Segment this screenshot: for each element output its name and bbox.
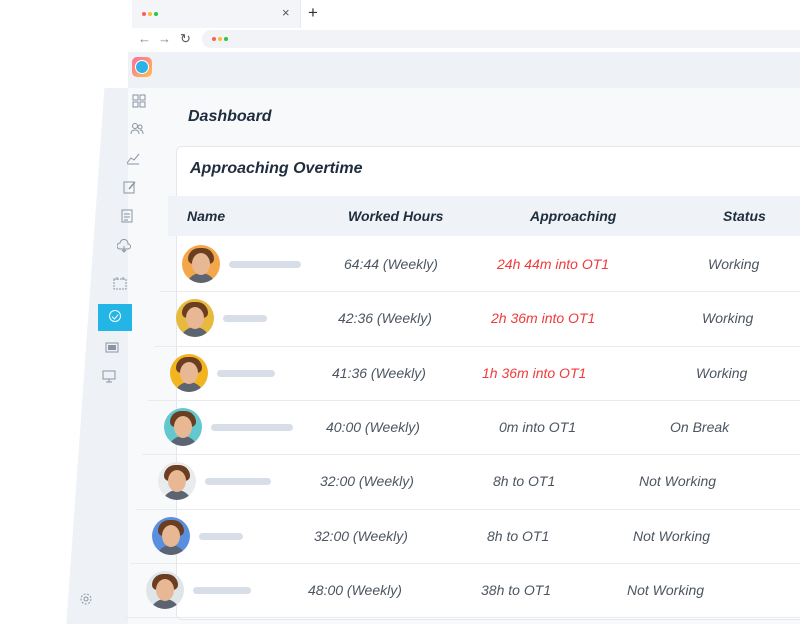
app-header bbox=[128, 52, 800, 88]
approaching-cell: 8h to OT1 bbox=[493, 473, 556, 489]
column-header-worked-hours[interactable]: Worked Hours bbox=[348, 208, 444, 224]
settings-icon[interactable] bbox=[79, 592, 93, 606]
approaching-cell: 24h 44m into OT1 bbox=[497, 256, 610, 272]
worked-hours-cell: 42:36 (Weekly) bbox=[338, 310, 432, 326]
name-placeholder bbox=[217, 370, 275, 377]
edit-icon[interactable] bbox=[123, 180, 137, 194]
page-title: Dashboard bbox=[188, 108, 272, 125]
column-header-status[interactable]: Status bbox=[723, 208, 766, 224]
status-cell: Working bbox=[696, 365, 748, 381]
row-divider bbox=[154, 346, 800, 347]
avatar bbox=[170, 354, 208, 392]
approaching-cell: 38h to OT1 bbox=[481, 582, 552, 598]
row-divider bbox=[136, 509, 800, 510]
worked-hours-cell: 48:00 (Weekly) bbox=[308, 582, 402, 598]
browser-nav-bar: ← → ↻ bbox=[130, 28, 800, 52]
row-divider bbox=[160, 291, 800, 292]
name-placeholder bbox=[211, 424, 293, 431]
status-cell: Working bbox=[708, 256, 760, 272]
status-cell: Not Working bbox=[639, 473, 717, 489]
address-bar[interactable] bbox=[202, 30, 800, 48]
row-divider bbox=[142, 454, 800, 455]
row-divider bbox=[130, 563, 800, 564]
app-logo-icon[interactable] bbox=[132, 57, 152, 77]
cloud-icon[interactable] bbox=[117, 239, 131, 253]
row-divider bbox=[148, 400, 800, 401]
desktop-icon[interactable] bbox=[102, 370, 116, 384]
name-placeholder bbox=[205, 478, 271, 485]
column-header-approaching[interactable]: Approaching bbox=[530, 208, 617, 224]
worked-hours-cell: 41:36 (Weekly) bbox=[332, 365, 426, 381]
approaching-cell: 8h to OT1 bbox=[487, 528, 550, 544]
tab-favicon-dots bbox=[142, 12, 158, 16]
close-tab-icon[interactable]: × bbox=[282, 5, 290, 20]
sidebar bbox=[66, 88, 128, 624]
status-cell: Working bbox=[702, 310, 754, 326]
worked-hours-cell: 32:00 (Weekly) bbox=[314, 528, 408, 544]
name-placeholder bbox=[199, 533, 243, 540]
avatar bbox=[164, 408, 202, 446]
browser-tab[interactable]: × bbox=[132, 0, 301, 28]
avatar bbox=[146, 571, 184, 609]
users-icon[interactable] bbox=[130, 122, 144, 136]
table-header bbox=[168, 196, 800, 236]
calendar-icon[interactable] bbox=[113, 276, 127, 290]
forward-icon[interactable]: → bbox=[158, 31, 171, 46]
row-divider bbox=[124, 617, 800, 618]
report-icon[interactable] bbox=[120, 209, 134, 223]
avatar bbox=[158, 462, 196, 500]
chart-icon[interactable] bbox=[126, 151, 140, 165]
approaching-cell: 1h 36m into OT1 bbox=[482, 365, 587, 381]
name-placeholder bbox=[229, 261, 301, 268]
status-cell: On Break bbox=[670, 419, 730, 435]
avatar bbox=[176, 299, 214, 337]
dashboard-icon[interactable] bbox=[132, 94, 146, 108]
approaching-cell: 2h 36m into OT1 bbox=[491, 310, 596, 326]
column-header-name[interactable]: Name bbox=[187, 208, 226, 224]
avatar bbox=[152, 517, 190, 555]
name-placeholder bbox=[223, 315, 267, 322]
back-icon[interactable]: ← bbox=[138, 31, 151, 46]
address-dots bbox=[212, 37, 228, 41]
card-title: Approaching Overtime bbox=[190, 160, 363, 177]
status-cell: Not Working bbox=[627, 582, 705, 598]
name-placeholder bbox=[193, 587, 251, 594]
status-cell: Not Working bbox=[633, 528, 711, 544]
worked-hours-cell: 40:00 (Weekly) bbox=[326, 419, 420, 435]
worked-hours-cell: 64:44 (Weekly) bbox=[344, 256, 438, 272]
worked-hours-cell: 32:00 (Weekly) bbox=[320, 473, 414, 489]
overtime-icon[interactable] bbox=[98, 304, 132, 331]
tab-bar: × + bbox=[132, 0, 800, 29]
new-tab-button[interactable]: + bbox=[308, 3, 318, 22]
monitor-icon[interactable] bbox=[105, 341, 119, 355]
reload-icon[interactable]: ↻ bbox=[180, 31, 191, 46]
avatar bbox=[182, 245, 220, 283]
approaching-cell: 0m into OT1 bbox=[499, 419, 577, 435]
